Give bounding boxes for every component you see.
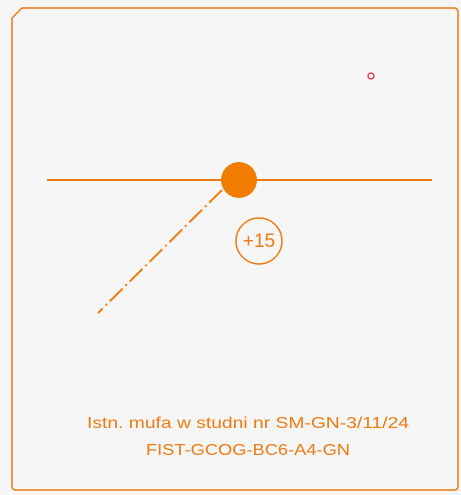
marker-label: +15 bbox=[243, 231, 275, 252]
label-circle bbox=[235, 217, 283, 265]
frame bbox=[11, 7, 459, 491]
caption-line: FIST-GCOG-BC6-A4-GN bbox=[146, 442, 350, 459]
splice-node bbox=[221, 162, 257, 198]
point-marker bbox=[367, 72, 375, 80]
caption-line: Istn. mufa w studni nr SM-GN-3/11/24 bbox=[87, 415, 409, 432]
dash-dot-line bbox=[97, 189, 223, 314]
